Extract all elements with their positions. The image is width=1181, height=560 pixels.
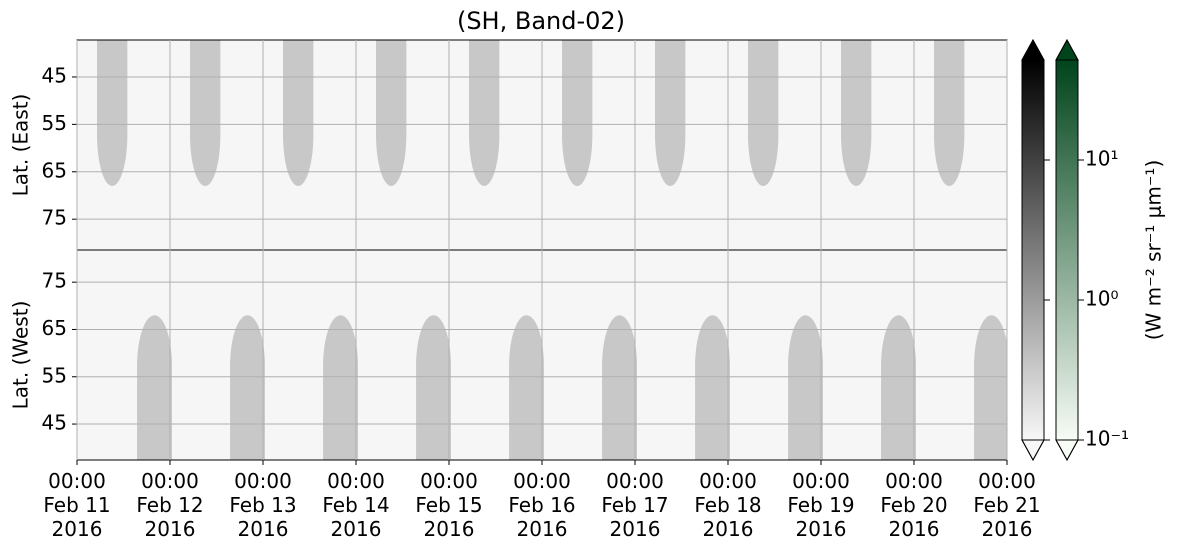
y-axis-label: Lat. (West)	[9, 301, 33, 410]
daylight-region	[230, 315, 265, 460]
daylight-region	[974, 315, 1007, 460]
daylight-region	[562, 40, 593, 187]
x-tick-label: 00:00 Feb 18 2016	[694, 469, 761, 541]
daylight-region	[934, 40, 965, 187]
colorbar-extend-min	[1055, 439, 1079, 462]
x-tick-label: 00:00 Feb 11 2016	[43, 469, 110, 541]
daylight-region	[376, 40, 407, 186]
x-tick-label: 00:00 Feb 12 2016	[136, 469, 203, 541]
colorbar-tick-label: 10⁻¹	[1085, 427, 1129, 451]
colorbar-label: (W m⁻² sr⁻¹ μm⁻¹)	[1142, 160, 1166, 341]
colorbar-tick-label: 10⁰	[1085, 287, 1118, 311]
y-tick-label: 65	[42, 316, 67, 340]
daylight-region	[602, 315, 637, 460]
y-tick-label: 55	[42, 111, 67, 135]
colorbar-tick-label: 10¹	[1085, 147, 1118, 171]
x-tick-label: 00:00 Feb 16 2016	[508, 469, 575, 541]
x-tick-label: 00:00 Feb 17 2016	[601, 469, 668, 541]
daylight-region	[509, 315, 544, 460]
colorbar-extend-max	[1021, 38, 1045, 61]
y-tick-label: 75	[42, 269, 67, 293]
y-axis-label: Lat. (East)	[9, 94, 33, 197]
daylight-region	[323, 315, 358, 460]
x-tick-label: 00:00 Feb 14 2016	[322, 469, 389, 541]
daylight-region	[416, 315, 451, 460]
y-tick-label: 75	[42, 206, 67, 230]
chart-title: (SH, Band-02)	[457, 7, 625, 35]
daylight-region	[695, 315, 730, 460]
daylight-region	[841, 40, 872, 187]
colorbar-extend-min	[1021, 439, 1045, 462]
x-tick-label: 00:00 Feb 21 2016	[973, 469, 1040, 541]
daylight-region	[469, 40, 500, 186]
daylight-region	[97, 40, 128, 187]
daylight-region	[137, 315, 172, 460]
x-tick-label: 00:00 Feb 13 2016	[229, 469, 296, 541]
daylight-region	[788, 315, 823, 460]
y-tick-label: 45	[42, 411, 67, 435]
y-tick-label: 55	[42, 363, 67, 387]
colorbar	[1056, 60, 1078, 440]
colorbar	[1022, 60, 1044, 440]
daylight-region	[748, 40, 779, 187]
x-tick-label: 00:00 Feb 15 2016	[415, 469, 482, 541]
x-tick-label: 00:00 Feb 20 2016	[880, 469, 947, 541]
y-tick-label: 45	[42, 63, 67, 87]
y-tick-label: 65	[42, 158, 67, 182]
daylight-region	[283, 40, 314, 187]
x-tick-label: 00:00 Feb 19 2016	[787, 469, 854, 541]
colorbar-extend-max	[1055, 38, 1079, 61]
daylight-region	[655, 40, 686, 187]
daylight-region	[881, 315, 916, 460]
daylight-region	[190, 40, 221, 187]
